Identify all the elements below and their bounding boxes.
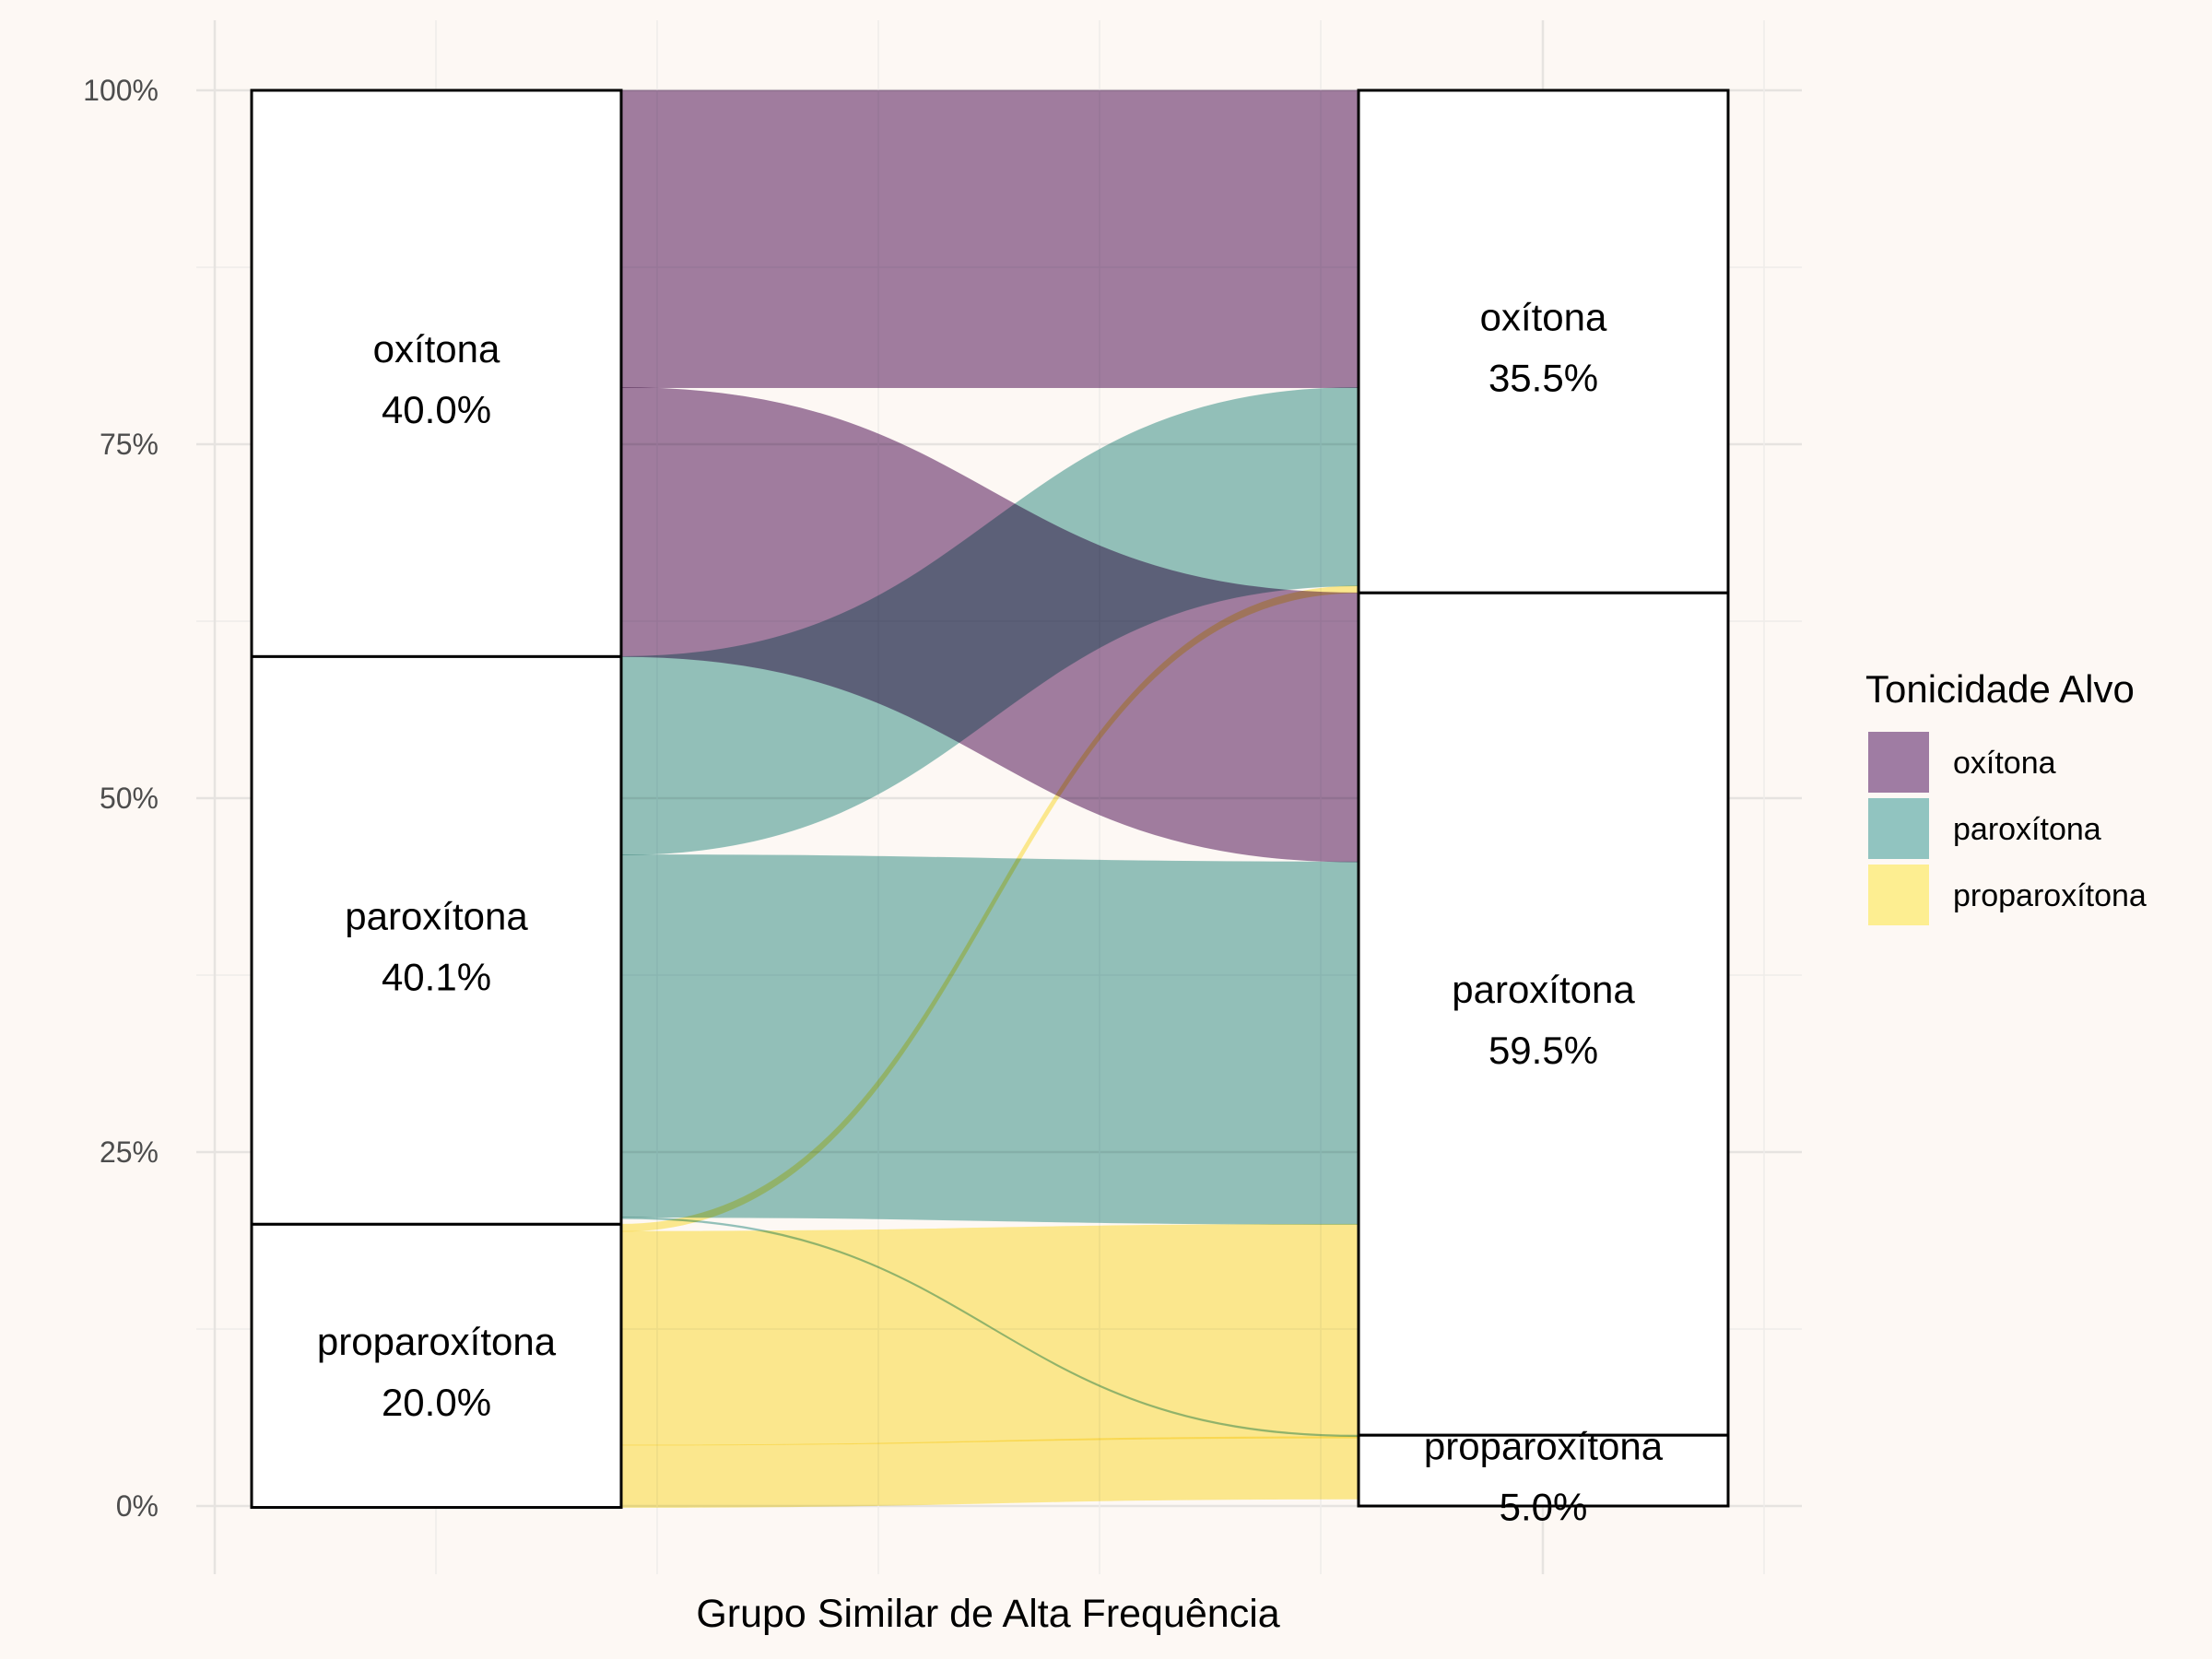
right-stratum-name: paroxítona [1452,968,1635,1011]
flow-ribbon [620,89,1359,388]
left-stratum-percent: 20.0% [382,1381,491,1424]
left-stratum-name: paroxítona [345,894,528,937]
legend-label: oxítona [1953,746,2056,781]
legend: Tonicidade Alvo oxítona paroxítona proparo… [1865,667,2147,925]
legend-title: Tonicidade Alvo [1865,667,2135,711]
right-stratum-percent: 59.5% [1488,1029,1598,1072]
left-stratum-box [250,1222,623,1510]
x-axis-label: Grupo Similar de Alta Frequência [696,1592,1279,1636]
right-stratum-percent: 35.5% [1488,357,1598,400]
right-stratum-box [1357,591,1730,1437]
left-stratum-name: oxítona [373,327,500,371]
legend-swatch [1868,865,1929,925]
legend-label: paroxítona [1953,812,2101,847]
left-stratum-percent: 40.0% [382,388,491,431]
right-stratum-percent: 5.0% [1500,1486,1588,1529]
legend-label: proparoxítona [1953,878,2147,913]
y-axis-ticks: 0% 25% 50% 75% 100% [83,74,159,1523]
flow-ribbons [620,89,1359,1508]
right-stratum-name: proparoxítona [1424,1425,1664,1468]
left-stratum-box [250,654,623,1226]
strata: oxítona 40.0% paroxítona 40.1% proparoxítona… [250,88,1730,1529]
left-stratum-name: proparoxítona [317,1320,557,1363]
flow-ribbon [620,1436,1359,1508]
y-tick-label: 75% [100,428,159,461]
left-stratum-box [250,88,623,658]
y-tick-label: 25% [100,1135,159,1169]
right-stratum-box [1357,88,1730,594]
left-stratum-percent: 40.1% [382,955,491,998]
flow-ribbon [620,1223,1359,1446]
right-stratum-box [1357,1433,1730,1508]
legend-swatch [1868,732,1929,793]
right-stratum-name: oxítona [1480,296,1607,339]
y-tick-label: 50% [100,782,159,815]
y-tick-label: 100% [83,74,159,107]
y-tick-label: 0% [116,1489,159,1523]
legend-swatch [1868,798,1929,859]
